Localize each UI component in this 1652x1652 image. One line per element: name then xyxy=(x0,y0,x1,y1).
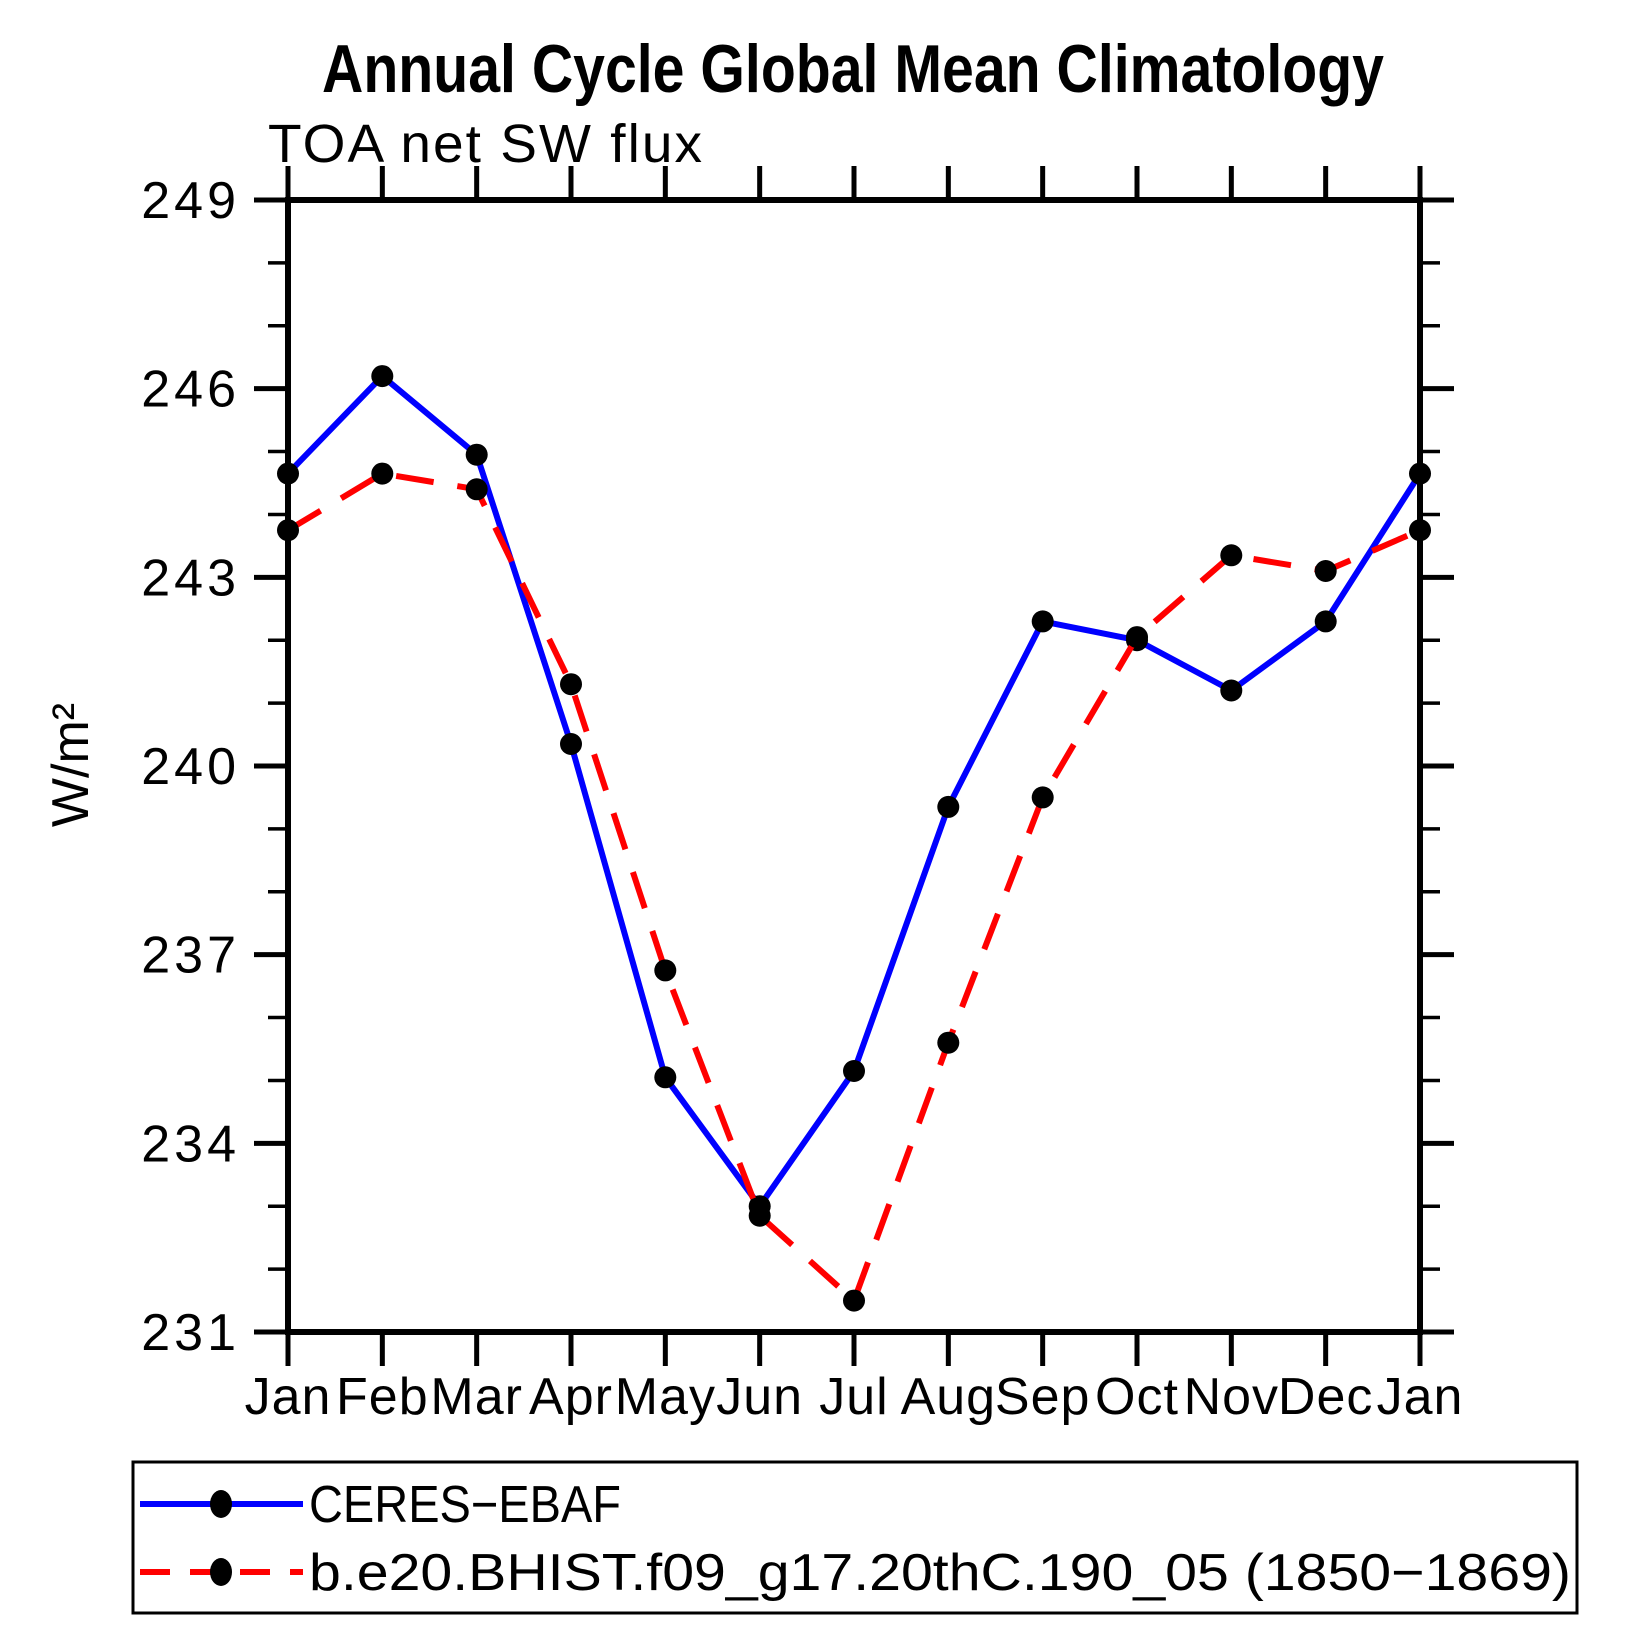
x-tick-label-jun: Jun xyxy=(716,1368,803,1426)
chart-subtitle: TOA net SW flux xyxy=(268,114,704,174)
data-point-1-sep xyxy=(1031,786,1054,809)
x-tick-label-apr: Apr xyxy=(529,1368,613,1426)
legend-label-ceres-ebaf: CERES−EBAF xyxy=(309,1476,621,1534)
data-point-0-aug xyxy=(937,795,960,818)
data-point-0-nov xyxy=(1220,679,1243,702)
x-tick-label-mar: Mar xyxy=(430,1368,523,1426)
y-tick-label: 240 xyxy=(141,738,240,796)
data-point-0-mar xyxy=(465,443,488,466)
data-point-1-jan xyxy=(1409,519,1431,542)
y-tick-label: 243 xyxy=(141,549,240,607)
legend-label-model-run: b.e20.BHIST.f09_g17.20thC.190_05 (1850−1… xyxy=(309,1544,1571,1602)
y-tick-label: 249 xyxy=(141,172,240,230)
y-tick-label: 246 xyxy=(141,361,240,419)
data-point-0-sep xyxy=(1031,610,1054,633)
data-point-0-jan xyxy=(1409,462,1431,485)
x-tick-label-jan: Jan xyxy=(1377,1368,1464,1426)
data-point-0-apr xyxy=(560,733,582,755)
x-tick-label-oct: Oct xyxy=(1095,1368,1179,1426)
data-point-0-may xyxy=(654,1066,677,1089)
data-point-1-mar xyxy=(465,478,488,501)
legend-marker-1 xyxy=(210,1558,232,1586)
data-point-1-feb xyxy=(371,462,394,485)
data-point-1-jun xyxy=(748,1204,771,1227)
data-point-1-jan xyxy=(277,519,299,542)
data-point-1-apr xyxy=(560,673,582,696)
legend-marker-0 xyxy=(210,1490,232,1518)
series-line-1 xyxy=(286,470,1422,1304)
x-tick-label-feb: Feb xyxy=(336,1368,429,1426)
data-point-1-dec xyxy=(1314,560,1337,582)
data-point-1-aug xyxy=(937,1031,960,1054)
data-point-0-feb xyxy=(371,365,394,388)
page-title: Annual Cycle Global Mean Climatology xyxy=(322,31,1384,107)
y-tick-label: 234 xyxy=(141,1115,240,1173)
y-tick-label: 237 xyxy=(141,927,240,985)
legend-swatches xyxy=(140,1490,303,1586)
data-point-1-jul xyxy=(843,1289,865,1312)
x-tick-label-sep: Sep xyxy=(995,1368,1091,1426)
data-point-1-nov xyxy=(1220,544,1243,567)
x-tick-label-dec: Dec xyxy=(1278,1368,1373,1426)
data-point-0-dec xyxy=(1314,610,1337,633)
x-tick-label-jul: Jul xyxy=(819,1368,888,1426)
plot-frame xyxy=(285,197,1423,1335)
data-point-0-jul xyxy=(843,1060,865,1082)
y-axis-label: W/m² xyxy=(42,703,100,827)
data-point-1-may xyxy=(654,959,677,982)
legend: CERES−EBAF b.e20.BHIST.f09_g17.20thC.190… xyxy=(131,1460,1579,1615)
x-tick-label-may: May xyxy=(615,1368,716,1426)
data-point-1-oct xyxy=(1126,626,1148,649)
y-tick-label: 231 xyxy=(141,1304,240,1362)
x-tick-label-jan: Jan xyxy=(245,1368,332,1426)
data-point-0-jan xyxy=(277,462,299,485)
x-tick-label-aug: Aug xyxy=(901,1368,997,1426)
legend-box xyxy=(131,1460,1579,1615)
x-tick-label-nov: Nov xyxy=(1184,1368,1279,1426)
